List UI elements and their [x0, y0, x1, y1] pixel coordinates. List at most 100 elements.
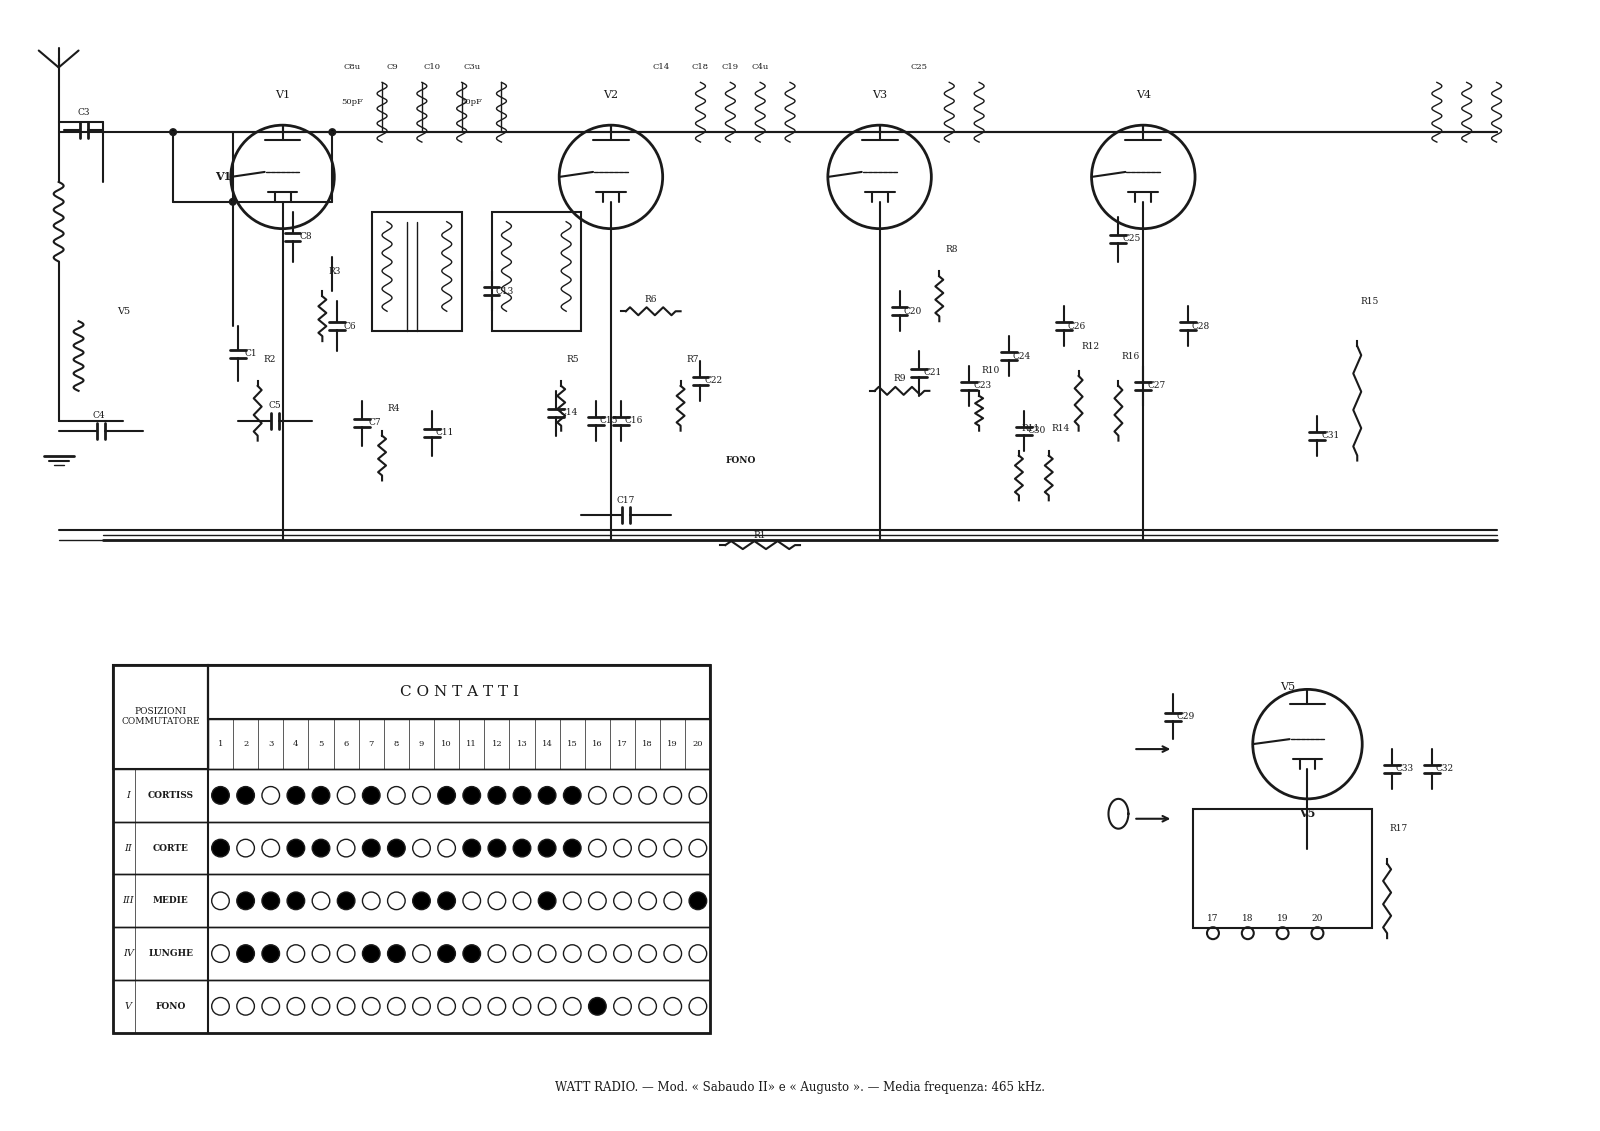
Text: 20: 20: [693, 740, 702, 748]
Circle shape: [237, 998, 254, 1016]
Text: R14: R14: [1051, 424, 1070, 433]
Circle shape: [286, 786, 304, 804]
Text: C27: C27: [1147, 381, 1165, 390]
Text: POSIZIONI
COMMUTATORE: POSIZIONI COMMUTATORE: [122, 707, 200, 726]
Text: C9: C9: [386, 63, 398, 71]
Circle shape: [563, 998, 581, 1016]
Circle shape: [338, 839, 355, 857]
Text: C25: C25: [1122, 234, 1141, 243]
Circle shape: [488, 786, 506, 804]
Circle shape: [488, 892, 506, 909]
Circle shape: [312, 786, 330, 804]
Circle shape: [211, 892, 229, 909]
Circle shape: [1242, 927, 1254, 939]
Bar: [1194, 809, 1373, 929]
Circle shape: [211, 786, 229, 804]
Text: C O N T A T T I: C O N T A T T I: [400, 685, 518, 699]
Circle shape: [514, 944, 531, 962]
Circle shape: [363, 998, 381, 1016]
Circle shape: [563, 786, 581, 804]
Text: C21: C21: [923, 369, 941, 378]
Text: 17: 17: [1208, 914, 1219, 923]
Text: C8: C8: [299, 232, 312, 241]
Text: C25: C25: [910, 63, 928, 71]
Circle shape: [638, 944, 656, 962]
Text: C6: C6: [344, 321, 357, 330]
Circle shape: [413, 998, 430, 1016]
Circle shape: [589, 892, 606, 909]
Text: MEDIE: MEDIE: [152, 897, 189, 905]
Circle shape: [438, 892, 456, 909]
Text: III: III: [123, 897, 134, 905]
Text: C14: C14: [560, 408, 578, 417]
Circle shape: [237, 892, 254, 909]
Bar: [114, 927, 710, 979]
Circle shape: [211, 839, 229, 857]
Text: 18: 18: [1242, 914, 1253, 923]
Circle shape: [462, 839, 480, 857]
Circle shape: [338, 944, 355, 962]
Bar: [114, 874, 710, 927]
Text: 15: 15: [566, 740, 578, 748]
Circle shape: [589, 944, 606, 962]
Circle shape: [638, 786, 656, 804]
Text: CORTISS: CORTISS: [147, 791, 194, 800]
Text: R1: R1: [754, 530, 766, 539]
Text: WATT RADIO. — Mod. « Sabaudo II» e « Augusto ». — Media frequenza: 465 kHz.: WATT RADIO. — Mod. « Sabaudo II» e « Aug…: [555, 1081, 1045, 1094]
Circle shape: [538, 839, 555, 857]
Circle shape: [514, 892, 531, 909]
Circle shape: [462, 786, 480, 804]
Text: C1: C1: [245, 348, 258, 357]
Text: C7: C7: [368, 418, 381, 428]
Text: R10: R10: [982, 366, 1000, 375]
Text: C3u: C3u: [462, 63, 480, 71]
Text: R2: R2: [264, 354, 275, 363]
Text: V4: V4: [1136, 90, 1150, 101]
Text: C31: C31: [1322, 431, 1339, 440]
Text: V5: V5: [1299, 809, 1315, 819]
Text: 14: 14: [542, 740, 552, 748]
Circle shape: [614, 839, 632, 857]
Text: C22: C22: [704, 377, 723, 386]
Circle shape: [690, 892, 707, 909]
Text: 7: 7: [368, 740, 374, 748]
Circle shape: [514, 998, 531, 1016]
Bar: [373, 211, 462, 331]
Text: IV: IV: [123, 949, 134, 958]
Text: R12: R12: [1082, 342, 1099, 351]
Circle shape: [488, 998, 506, 1016]
Text: R17: R17: [1390, 824, 1408, 834]
Circle shape: [690, 839, 707, 857]
Text: V5: V5: [117, 307, 130, 316]
Text: C3: C3: [77, 107, 90, 116]
Text: 19: 19: [1277, 914, 1288, 923]
Circle shape: [286, 998, 304, 1016]
Circle shape: [312, 839, 330, 857]
Circle shape: [563, 892, 581, 909]
Text: 13: 13: [517, 740, 528, 748]
Circle shape: [330, 129, 336, 135]
Text: R4: R4: [387, 404, 400, 413]
Circle shape: [363, 786, 381, 804]
Circle shape: [638, 892, 656, 909]
Circle shape: [538, 998, 555, 1016]
Text: C29: C29: [1178, 711, 1195, 720]
Circle shape: [664, 944, 682, 962]
Circle shape: [413, 892, 430, 909]
Circle shape: [1206, 927, 1219, 939]
Text: 9: 9: [419, 740, 424, 748]
Text: V5: V5: [1280, 682, 1294, 692]
Text: C23: C23: [973, 381, 990, 390]
Circle shape: [563, 944, 581, 962]
Circle shape: [614, 998, 632, 1016]
Text: C26: C26: [1067, 321, 1086, 330]
Circle shape: [538, 786, 555, 804]
Text: LUNGHE: LUNGHE: [149, 949, 194, 958]
Circle shape: [286, 839, 304, 857]
Text: R15: R15: [1360, 296, 1378, 305]
Text: R11: R11: [1022, 424, 1040, 433]
Circle shape: [1277, 927, 1288, 939]
Circle shape: [262, 839, 280, 857]
Text: FONO: FONO: [725, 456, 755, 465]
Text: CORTE: CORTE: [152, 844, 189, 853]
